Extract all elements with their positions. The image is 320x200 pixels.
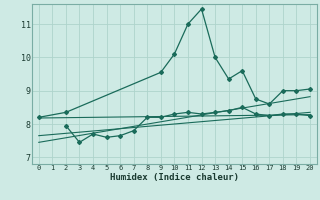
X-axis label: Humidex (Indice chaleur): Humidex (Indice chaleur)	[110, 173, 239, 182]
